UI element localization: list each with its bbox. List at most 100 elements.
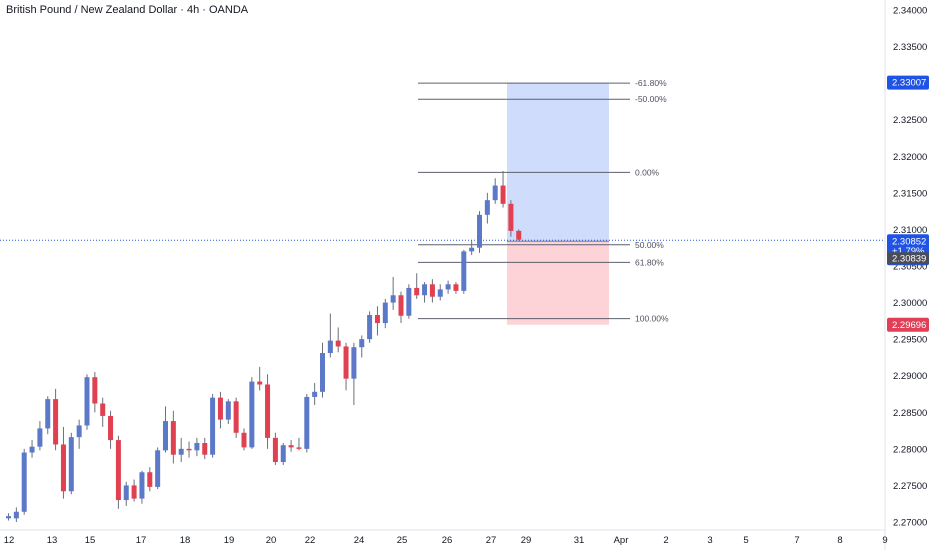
stop-price-tag-text: 2.29696 [892, 320, 926, 331]
candle-body [374, 315, 380, 324]
candle-body [367, 315, 373, 340]
time-tick-label: 18 [180, 535, 191, 546]
candle-body [382, 302, 388, 324]
candle-body [414, 287, 420, 296]
candle-body [139, 472, 145, 499]
price-tick-label: 2.29500 [893, 335, 927, 346]
candle-body [163, 421, 168, 451]
candle-body [500, 185, 506, 204]
price-tick-label: 2.28500 [893, 408, 927, 419]
candle-body [233, 401, 239, 433]
candle-body [406, 287, 412, 316]
time-tick-label: 5 [743, 535, 748, 546]
candle-body [115, 440, 121, 501]
time-tick-label: 22 [305, 535, 316, 546]
candle-body [217, 397, 223, 420]
candlestick-series [6, 170, 522, 522]
candle-body [147, 472, 153, 487]
candle-body [359, 339, 365, 348]
candle-body [351, 347, 357, 379]
price-tick-label: 2.31000 [893, 225, 927, 236]
time-tick-label: 3 [707, 535, 712, 546]
price-tags: 2.330072.296962.30852+1.79%03:50:082.308… [887, 75, 929, 332]
time-tick-label: 25 [397, 535, 408, 546]
fib-level-label: -50.00% [635, 94, 667, 104]
price-tick-label: 2.31500 [893, 188, 927, 199]
time-tick-label: 8 [837, 535, 842, 546]
candle-body [60, 444, 66, 492]
candle-body [6, 516, 11, 519]
time-tick-label: 13 [47, 535, 58, 546]
long-position-profit-zone[interactable] [507, 82, 609, 242]
time-tick-label: Apr [614, 535, 629, 546]
time-tick-label: 19 [224, 535, 235, 546]
entry-price-tag-bg [887, 252, 929, 265]
price-tick-label: 2.33500 [893, 42, 927, 53]
candle-body [390, 295, 396, 303]
time-tick-label: 29 [521, 535, 532, 546]
candle-body [477, 214, 482, 248]
candle-body [257, 381, 263, 385]
price-tick-label: 2.27000 [893, 518, 927, 529]
fib-level-label: 50.00% [635, 240, 664, 250]
current-price-tag-text: +1.79% [892, 246, 925, 257]
candle-body [508, 203, 514, 231]
time-tick-label: 27 [486, 535, 497, 546]
chart-title: British Pound / New Zealand Dollar · 4h … [6, 4, 249, 16]
time-axis[interactable]: 12 13 15 17 18 19 20 22 24 25 26 27 29 31 Apr 2 3 5 7 8 9 [0, 529, 888, 546]
candle-body [422, 284, 428, 296]
stop-price-tag: 2.29696 [887, 317, 929, 332]
candle-body [304, 396, 310, 449]
candle-body [272, 437, 278, 463]
candle-body [29, 446, 35, 453]
time-tick-label: 17 [136, 535, 147, 546]
candle-body [178, 448, 184, 455]
candle-body [202, 443, 208, 455]
fibonacci-retracement[interactable]: -61.80% -50.00% 0.00% 50.00% 61.80% 100.00% [418, 78, 669, 324]
time-tick-label: 9 [882, 535, 887, 546]
fib-level-label: -61.80% [635, 78, 667, 88]
candle-body [249, 381, 255, 448]
candle-body [288, 445, 294, 448]
price-tick-label: 2.30000 [893, 298, 927, 309]
candle-body [492, 185, 498, 201]
candle-body [45, 399, 51, 429]
price-tick-label: 2.32500 [893, 115, 927, 126]
stop-price-tag-bg [887, 317, 929, 332]
candle-body [100, 403, 106, 416]
candle-body [335, 340, 341, 347]
fib-level-label: 61.80% [635, 257, 664, 267]
candle-body [76, 425, 82, 438]
time-tick-label: 26 [442, 535, 453, 546]
target-price-tag: 2.33007 [887, 75, 929, 90]
time-tick-label: 15 [85, 535, 96, 546]
fib-level-label: 0.00% [635, 167, 660, 177]
fib-level-label: 100.00% [635, 314, 669, 324]
target-price-tag-bg [887, 75, 929, 90]
time-tick-label: 20 [266, 535, 277, 546]
price-tick-label: 2.28000 [893, 444, 927, 455]
long-position-loss-zone[interactable] [507, 241, 609, 325]
candle-body [13, 511, 19, 519]
candle-body [241, 432, 247, 448]
price-axis[interactable]: 2.34000 2.33500 2.32500 2.32000 2.31500 2.310… [884, 0, 927, 550]
candle-body [21, 452, 27, 512]
candle-body [194, 443, 200, 451]
candle-body [210, 397, 216, 455]
candle-body [108, 415, 114, 441]
candle-body [123, 485, 129, 501]
price-tick-label: 2.29000 [893, 371, 927, 382]
time-tick-label: 31 [574, 535, 585, 546]
candle-body [296, 447, 302, 449]
candle-body [453, 284, 459, 291]
time-tick-label: 2 [663, 535, 668, 546]
candle-body [53, 399, 59, 445]
candle-body [170, 421, 176, 455]
candle-body [429, 284, 435, 297]
price-tick-label: 2.30500 [893, 262, 927, 273]
time-tick-label: 7 [794, 535, 799, 546]
candle-body [461, 251, 467, 291]
candle-body [343, 346, 349, 379]
candle-body [327, 340, 333, 354]
